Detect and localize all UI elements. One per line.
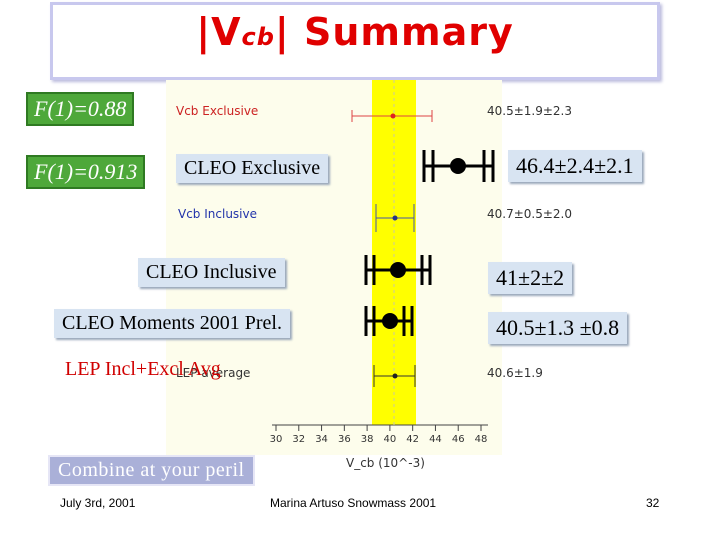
cleo-moments-value: 40.5±1.3 ±0.8 [488,312,628,344]
x-axis: 30 32 34 36 38 40 42 44 46 48 [270,424,488,445]
x-tick-label: 48 [475,434,488,445]
axis-label: V_cb (10^-3) [346,456,425,470]
cleo-moments-marker [364,306,414,336]
x-tick-label: 44 [429,434,442,445]
vcb-exclusive-value: 40.5±1.9±2.3 [487,104,572,118]
title-box [50,2,660,80]
f1-label-0913: F(1)=0.913 [26,155,146,189]
faint-lep-marker [373,365,416,387]
slide-title: |Vcb| Summary [50,10,660,54]
x-axis-ticks: 30 32 34 36 38 40 42 44 46 48 [270,425,488,445]
cleo-exclusive-label: CLEO Exclusive [176,154,329,183]
title-subscript: cb [241,23,275,51]
f1-label-088: F(1)=0.88 [26,92,135,126]
cleo-inclusive-label: CLEO Inclusive [138,258,285,287]
vcb-exclusive-label: Vcb Exclusive [176,104,259,118]
title-suffix: | Summary [274,10,514,54]
cleo-moments-label: CLEO Moments 2001 Prel. [54,309,290,338]
vcb-inclusive-label: Vcb Inclusive [178,207,257,221]
vcb-inclusive-value: 40.7±0.5±2.0 [487,207,572,221]
x-tick-label: 30 [270,434,283,445]
x-tick-label: 42 [406,434,419,445]
x-tick-label: 46 [452,434,465,445]
combine-banner: Combine at your peril [48,455,255,486]
average-band [372,80,416,425]
cleo-exclusive-value: 46.4±2.4±2.1 [508,150,642,182]
x-tick-label: 36 [338,434,351,445]
x-tick-label: 38 [361,434,374,445]
lep-average-value: 40.6±1.9 [487,366,543,380]
footer-author: Marina Artuso Snowmass 2001 [270,496,437,510]
cleo-exclusive-marker [422,150,495,182]
faint-exclusive-marker [351,110,433,122]
title-prefix: |V [196,10,242,54]
lep-average-label: LEP average [176,366,251,380]
cleo-inclusive-marker [364,255,432,285]
x-tick-label: 32 [292,434,305,445]
x-tick-label: 34 [315,434,328,445]
x-tick-label: 40 [384,434,397,445]
footer-page-number: 32 [646,496,660,510]
faint-inclusive-marker [375,204,415,232]
cleo-inclusive-value: 41±2±2 [488,262,573,294]
footer-date: July 3rd, 2001 [60,496,136,510]
lep-incl-excl-label: LEP Incl+Excl Avg [65,358,221,380]
